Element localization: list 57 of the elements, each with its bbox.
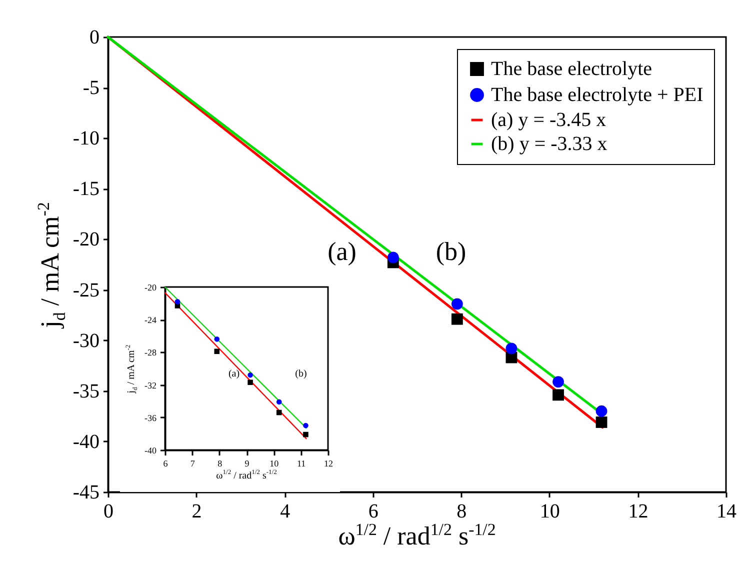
point <box>248 372 253 378</box>
x-tick-label: 12 <box>324 458 333 468</box>
y-tick-label: -40 <box>144 446 157 456</box>
y-tick-label: -32 <box>144 380 156 390</box>
x-tick-label: 12 <box>628 500 648 522</box>
point <box>276 399 282 405</box>
y-tick-label: -35 <box>72 380 100 402</box>
point <box>451 313 463 325</box>
point <box>506 342 518 354</box>
x-tick-label: 10 <box>270 458 280 468</box>
x-tick-label: 7 <box>190 458 196 468</box>
annotation: (a) <box>328 237 356 267</box>
point <box>214 348 220 354</box>
x-tick-label: 8 <box>456 500 467 522</box>
y-tick-label: -40 <box>72 430 100 453</box>
point <box>303 432 308 438</box>
y-tick-label: -5 <box>82 77 100 100</box>
point <box>451 298 463 310</box>
legend-label: (b) y = -3.33 x <box>491 133 608 155</box>
y-tick-label: -20 <box>72 228 100 251</box>
y-tick-label: -10 <box>72 128 100 150</box>
annotation: (a) <box>228 368 240 380</box>
x-axis-title: ω$^{1/2}$ / rad$^{1/2}$ s$^{-1/2}$ <box>216 469 277 482</box>
point <box>174 299 180 304</box>
y-tick-label: 0 <box>90 26 100 48</box>
point <box>552 376 564 388</box>
point <box>214 336 220 342</box>
y-tick-label: -15 <box>72 178 100 200</box>
annotation: (b) <box>436 237 466 267</box>
x-tick-label: 4 <box>280 500 290 522</box>
point <box>248 380 253 385</box>
point <box>596 405 608 417</box>
x-axis-title: ω$^{1/2}$ / rad$^{1/2}$ s$^{-1/2}$ <box>338 520 496 551</box>
y-tick-label: -45 <box>72 482 100 504</box>
x-tick-label: 9 <box>244 458 250 468</box>
x-tick-label: 11 <box>296 458 306 468</box>
annotation: (b) <box>295 368 307 380</box>
legend-label: The base electrolyte <box>491 58 652 80</box>
y-tick-label: -36 <box>144 412 157 423</box>
point <box>552 389 564 401</box>
x-tick-label: 6 <box>368 500 378 522</box>
y-tick-label: -28 <box>144 348 157 358</box>
y-tick-label: -30 <box>72 330 100 352</box>
legend-label: The base electrolyte + PEI <box>491 84 704 106</box>
y-tick-label: -25 <box>72 279 100 302</box>
y-tick-label: -24 <box>144 315 157 326</box>
x-tick-label: 6 <box>163 458 168 468</box>
point <box>596 416 608 428</box>
x-tick-label: 8 <box>218 458 223 468</box>
point <box>303 422 308 428</box>
point <box>387 252 399 264</box>
legend-label: (a) y = -3.45 x <box>491 109 606 131</box>
x-tick-label: 14 <box>716 500 736 522</box>
x-tick-label: 0 <box>104 500 114 522</box>
y-tick-label: -20 <box>144 282 157 292</box>
x-tick-label: 2 <box>192 500 202 522</box>
x-tick-label: 10 <box>540 500 560 522</box>
